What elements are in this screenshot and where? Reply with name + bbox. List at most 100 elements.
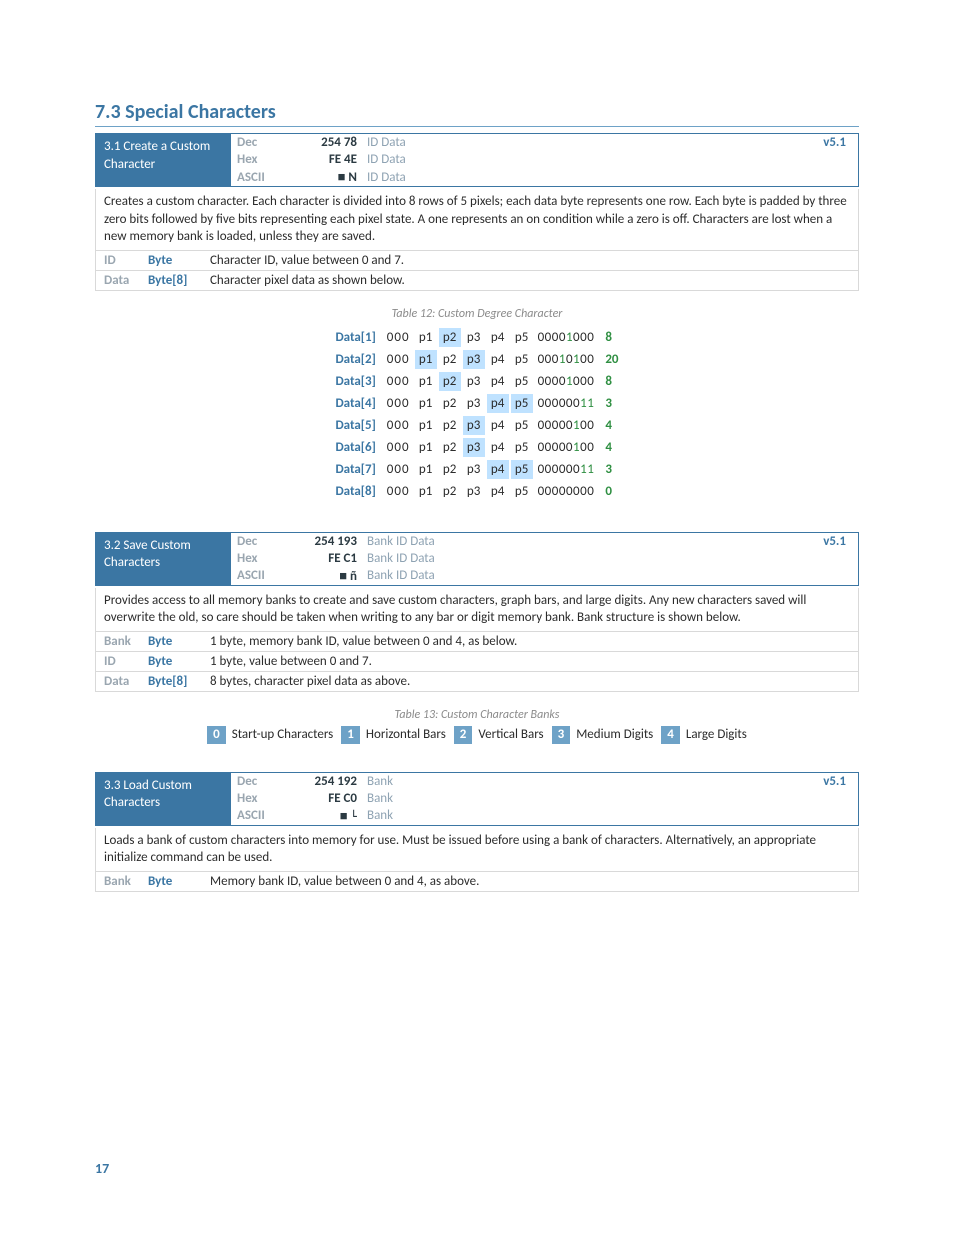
param-name: Data [104, 674, 148, 689]
pixel-cell: p4 [487, 482, 509, 501]
param-name: Bank [104, 874, 148, 889]
binary-value: 00001000 [535, 328, 598, 347]
param-desc: 1 byte, value between 0 and 7. [210, 654, 850, 669]
bank-item: 3Medium Digits [552, 726, 654, 744]
pixel-cell: p4 [487, 350, 509, 369]
param-type: Byte [148, 253, 210, 268]
binary-value: 00000011 [535, 460, 598, 479]
pixel-cell: p3 [463, 328, 485, 347]
binary-value: 00001000 [535, 372, 598, 391]
bank-number: 1 [341, 726, 360, 744]
pixel-cell: p1 [415, 372, 437, 391]
pixel-cell: p3 [463, 438, 485, 457]
enc-dec-value: 254 78 [297, 135, 367, 150]
param-name: ID [104, 253, 148, 268]
data-row-label: Data[8] [332, 482, 381, 501]
param-desc: Character ID, value between 0 and 7. [210, 253, 850, 268]
pixel-cell: p1 [415, 438, 437, 457]
enc-dec-args: ID Data [367, 135, 823, 150]
pixel-cell: p3 [463, 416, 485, 435]
command-3-2: 3.2 Save Custom Characters Dec 254 193 B… [95, 532, 859, 586]
command-3-1: 3.1 Create a Custom Character Dec 254 78… [95, 133, 859, 187]
enc-ascii-args: Bank ID Data [367, 568, 852, 583]
param-desc: 1 byte, memory bank ID, value between 0 … [210, 634, 850, 649]
pixel-cell: p1 [415, 328, 437, 347]
enc-dec-value: 254 192 [297, 774, 367, 789]
enc-ascii-value: ■ ñ [297, 568, 367, 584]
command-description: Loads a bank of custom characters into m… [95, 828, 859, 872]
binary-value: 00000000 [535, 482, 598, 501]
data-row-label: Data[1] [332, 328, 381, 347]
bank-item: 1 Horizontal Bars [341, 726, 446, 744]
command-description: Provides access to all memory banks to c… [95, 588, 859, 632]
bank-item: 0Start-up Characters [207, 726, 333, 744]
param-type: Byte[8] [148, 273, 210, 288]
param-row: BankByteMemory bank ID, value between 0 … [95, 872, 859, 892]
data-row-label: Data[2] [332, 350, 381, 369]
enc-ascii-value: ■ N [297, 169, 367, 185]
enc-ascii-label: ASCII [237, 170, 297, 185]
bank-number: 4 [661, 726, 680, 744]
decimal-value: 4 [599, 438, 621, 457]
param-desc: 8 bytes, character pixel data as above. [210, 674, 850, 689]
decimal-value: 3 [599, 460, 621, 479]
param-name: Bank [104, 634, 148, 649]
pixel-cell: p3 [463, 460, 485, 479]
pixel-cell: p2 [439, 438, 461, 457]
param-row: IDByteCharacter ID, value between 0 and … [95, 251, 859, 271]
section-title: 7.3 Special Characters [95, 100, 859, 127]
enc-dec-value: 254 193 [297, 534, 367, 549]
decimal-value: 20 [599, 350, 621, 369]
pad-zeros: 000 [384, 350, 413, 369]
version-badge: v5.1 [823, 534, 852, 549]
pixel-cell: p4 [487, 460, 509, 479]
enc-hex-value: FE C1 [297, 551, 367, 566]
pixel-cell: p1 [415, 482, 437, 501]
pad-zeros: 000 [384, 394, 413, 413]
pixel-cell: p2 [439, 350, 461, 369]
command-header: 3.1 Create a Custom Character Dec 254 78… [96, 134, 858, 186]
param-type: Byte[8] [148, 674, 210, 689]
enc-hex-value: FE C0 [297, 791, 367, 806]
data-row-label: Data[7] [332, 460, 381, 479]
pixel-cell: p4 [487, 438, 509, 457]
pixel-cell: p5 [511, 460, 533, 479]
cmd-title-line2: Characters [104, 555, 160, 570]
table13-caption: Table 13: Custom Character Banks [95, 708, 859, 722]
param-type: Byte [148, 634, 210, 649]
pixel-cell: p5 [511, 372, 533, 391]
version-badge: v5.1 [823, 774, 852, 789]
decimal-value: 3 [599, 394, 621, 413]
enc-ascii-value: ■ └ [297, 808, 367, 824]
enc-ascii-label: ASCII [237, 808, 297, 823]
bank-item: 4Large Digits [661, 726, 747, 744]
pixel-cell: p5 [511, 416, 533, 435]
bank-number: 0 [207, 726, 226, 744]
enc-ascii-args: Bank [367, 808, 852, 823]
pixel-cell: p3 [463, 482, 485, 501]
pixel-cell: p4 [487, 394, 509, 413]
binary-value: 00010100 [535, 350, 598, 369]
pixel-cell: p5 [511, 350, 533, 369]
enc-hex-args: Bank [367, 791, 852, 806]
decimal-value: 4 [599, 416, 621, 435]
param-name: Data [104, 273, 148, 288]
pixel-cell: p5 [511, 394, 533, 413]
command-description: Creates a custom character. Each charact… [95, 189, 859, 251]
pixel-cell: p2 [439, 460, 461, 479]
enc-ascii-args: ID Data [367, 170, 852, 185]
param-desc: Memory bank ID, value between 0 and 4, a… [210, 874, 850, 889]
pixel-cell: p1 [415, 394, 437, 413]
cmd-title-line1: 3.3 Load Custom [104, 778, 192, 793]
pad-zeros: 000 [384, 328, 413, 347]
pixel-cell: p4 [487, 372, 509, 391]
table12-caption: Table 12: Custom Degree Character [95, 307, 859, 321]
bank-number: 2 [454, 726, 473, 744]
encodings: Dec 254 192 Bank v5.1 Hex FE C0 Bank ASC… [231, 773, 858, 825]
bank-label: Horizontal Bars [366, 727, 446, 742]
pixel-cell: p5 [511, 438, 533, 457]
enc-dec-label: Dec [237, 774, 297, 789]
data-row-label: Data[3] [332, 372, 381, 391]
bank-item: 2Vertical Bars [454, 726, 544, 744]
param-name: ID [104, 654, 148, 669]
